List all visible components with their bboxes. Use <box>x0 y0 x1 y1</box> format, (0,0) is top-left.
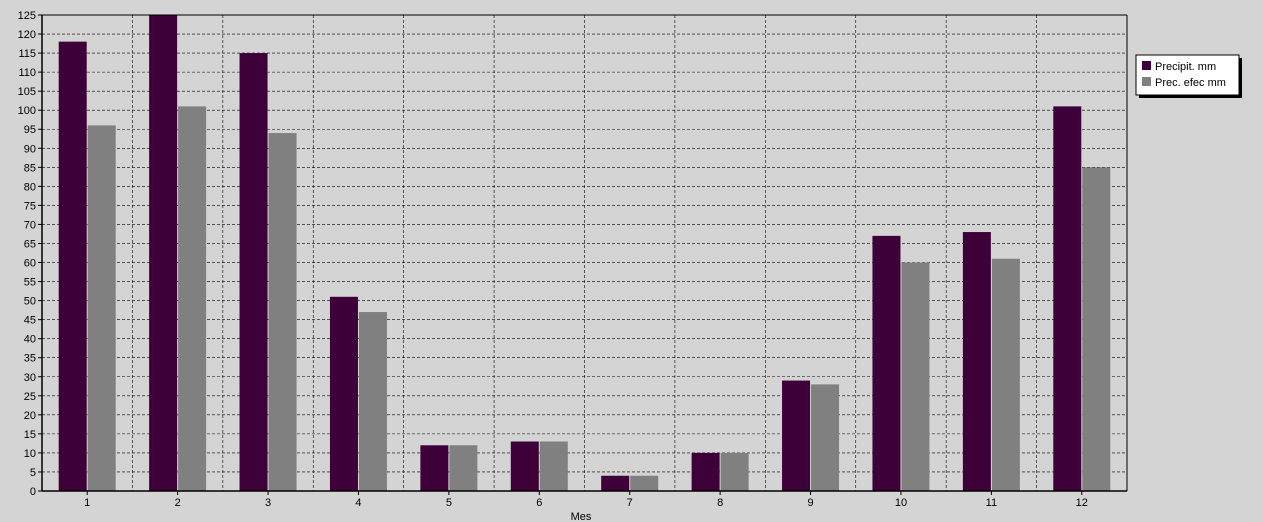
x-tick-label: 11 <box>986 497 997 509</box>
x-tick-label: 1 <box>84 497 90 509</box>
y-tick-label: 65 <box>24 238 36 250</box>
x-tick-label: 4 <box>355 497 361 509</box>
bar-series1-cat6 <box>510 441 539 491</box>
bar-series1-cat2 <box>149 15 178 491</box>
x-tick-label: 10 <box>895 497 907 509</box>
axes-layer <box>38 14 1128 495</box>
y-tick-label: 45 <box>24 315 36 327</box>
y-tick-label: 30 <box>24 372 36 384</box>
y-tick-label: 50 <box>24 296 36 308</box>
bar-series2-cat1 <box>87 125 116 491</box>
y-tick-label: 60 <box>24 258 36 270</box>
bar-series1-cat8 <box>691 452 720 491</box>
y-tick-label: 0 <box>30 486 36 498</box>
y-tick-label: 20 <box>24 410 36 422</box>
bars-layer <box>58 15 1111 492</box>
y-tick-label: 100 <box>18 105 36 117</box>
bar-series2-cat2 <box>178 106 207 491</box>
y-tick-label: 95 <box>24 124 36 136</box>
bar-series1-cat10 <box>872 235 901 491</box>
x-tick-label: 6 <box>536 497 542 509</box>
labels-layer: 0510152025303540455055606570758085909510… <box>18 10 1088 509</box>
bar-series1-cat3 <box>239 53 268 492</box>
bar-series1-cat1 <box>58 41 87 491</box>
bar-series1-cat4 <box>329 296 358 491</box>
bar-series2-cat8 <box>720 452 749 491</box>
y-tick-label: 120 <box>18 29 36 41</box>
bar-series1-cat5 <box>420 445 449 491</box>
bar-series2-cat11 <box>991 258 1020 491</box>
y-tick-label: 80 <box>24 181 36 193</box>
legend-swatch-prec-efec <box>1142 77 1151 86</box>
bar-series2-cat12 <box>1082 167 1111 491</box>
y-tick-label: 55 <box>24 277 36 289</box>
y-tick-label: 25 <box>24 391 36 403</box>
bar-series1-cat12 <box>1053 106 1082 491</box>
x-tick-label: 7 <box>627 497 633 509</box>
bar-series2-cat7 <box>630 475 659 491</box>
bar-series1-cat9 <box>782 380 811 491</box>
bar-series2-cat4 <box>358 312 387 491</box>
x-tick-label: 12 <box>1076 497 1088 509</box>
bar-series2-cat10 <box>901 262 930 491</box>
bar-series2-cat5 <box>449 445 478 491</box>
y-tick-label: 5 <box>30 467 36 479</box>
y-tick-label: 115 <box>18 48 36 60</box>
x-axis-title: Mes <box>571 511 592 522</box>
y-tick-label: 70 <box>24 219 36 231</box>
y-tick-label: 85 <box>24 162 36 174</box>
y-tick-label: 35 <box>24 353 36 365</box>
y-tick-label: 105 <box>18 86 36 98</box>
y-tick-label: 90 <box>24 143 36 155</box>
legend-label-prec-efec: Prec. efec mm <box>1155 77 1226 89</box>
y-tick-label: 110 <box>18 67 36 79</box>
bar-series2-cat6 <box>539 441 568 491</box>
legend-label-precipit: Precipit. mm <box>1155 61 1216 73</box>
legend-box <box>1135 54 1240 96</box>
y-tick-label: 10 <box>24 448 36 460</box>
bar-series2-cat9 <box>811 384 840 491</box>
bar-series2-cat3 <box>268 133 297 491</box>
x-tick-label: 3 <box>265 497 271 509</box>
y-tick-label: 75 <box>24 200 36 212</box>
grid-layer <box>42 14 1127 491</box>
bar-series1-cat11 <box>962 232 991 491</box>
x-tick-label: 2 <box>175 497 181 509</box>
y-tick-label: 15 <box>24 429 36 441</box>
x-tick-label: 8 <box>717 497 723 509</box>
legend: Precipit. mm Prec. efec mm <box>1135 54 1242 98</box>
y-tick-label: 125 <box>18 10 36 22</box>
y-tick-label: 40 <box>24 334 36 346</box>
bar-series1-cat7 <box>601 475 630 491</box>
x-tick-label: 9 <box>807 497 813 509</box>
x-tick-label: 5 <box>446 497 452 509</box>
legend-swatch-precipit <box>1142 61 1151 70</box>
